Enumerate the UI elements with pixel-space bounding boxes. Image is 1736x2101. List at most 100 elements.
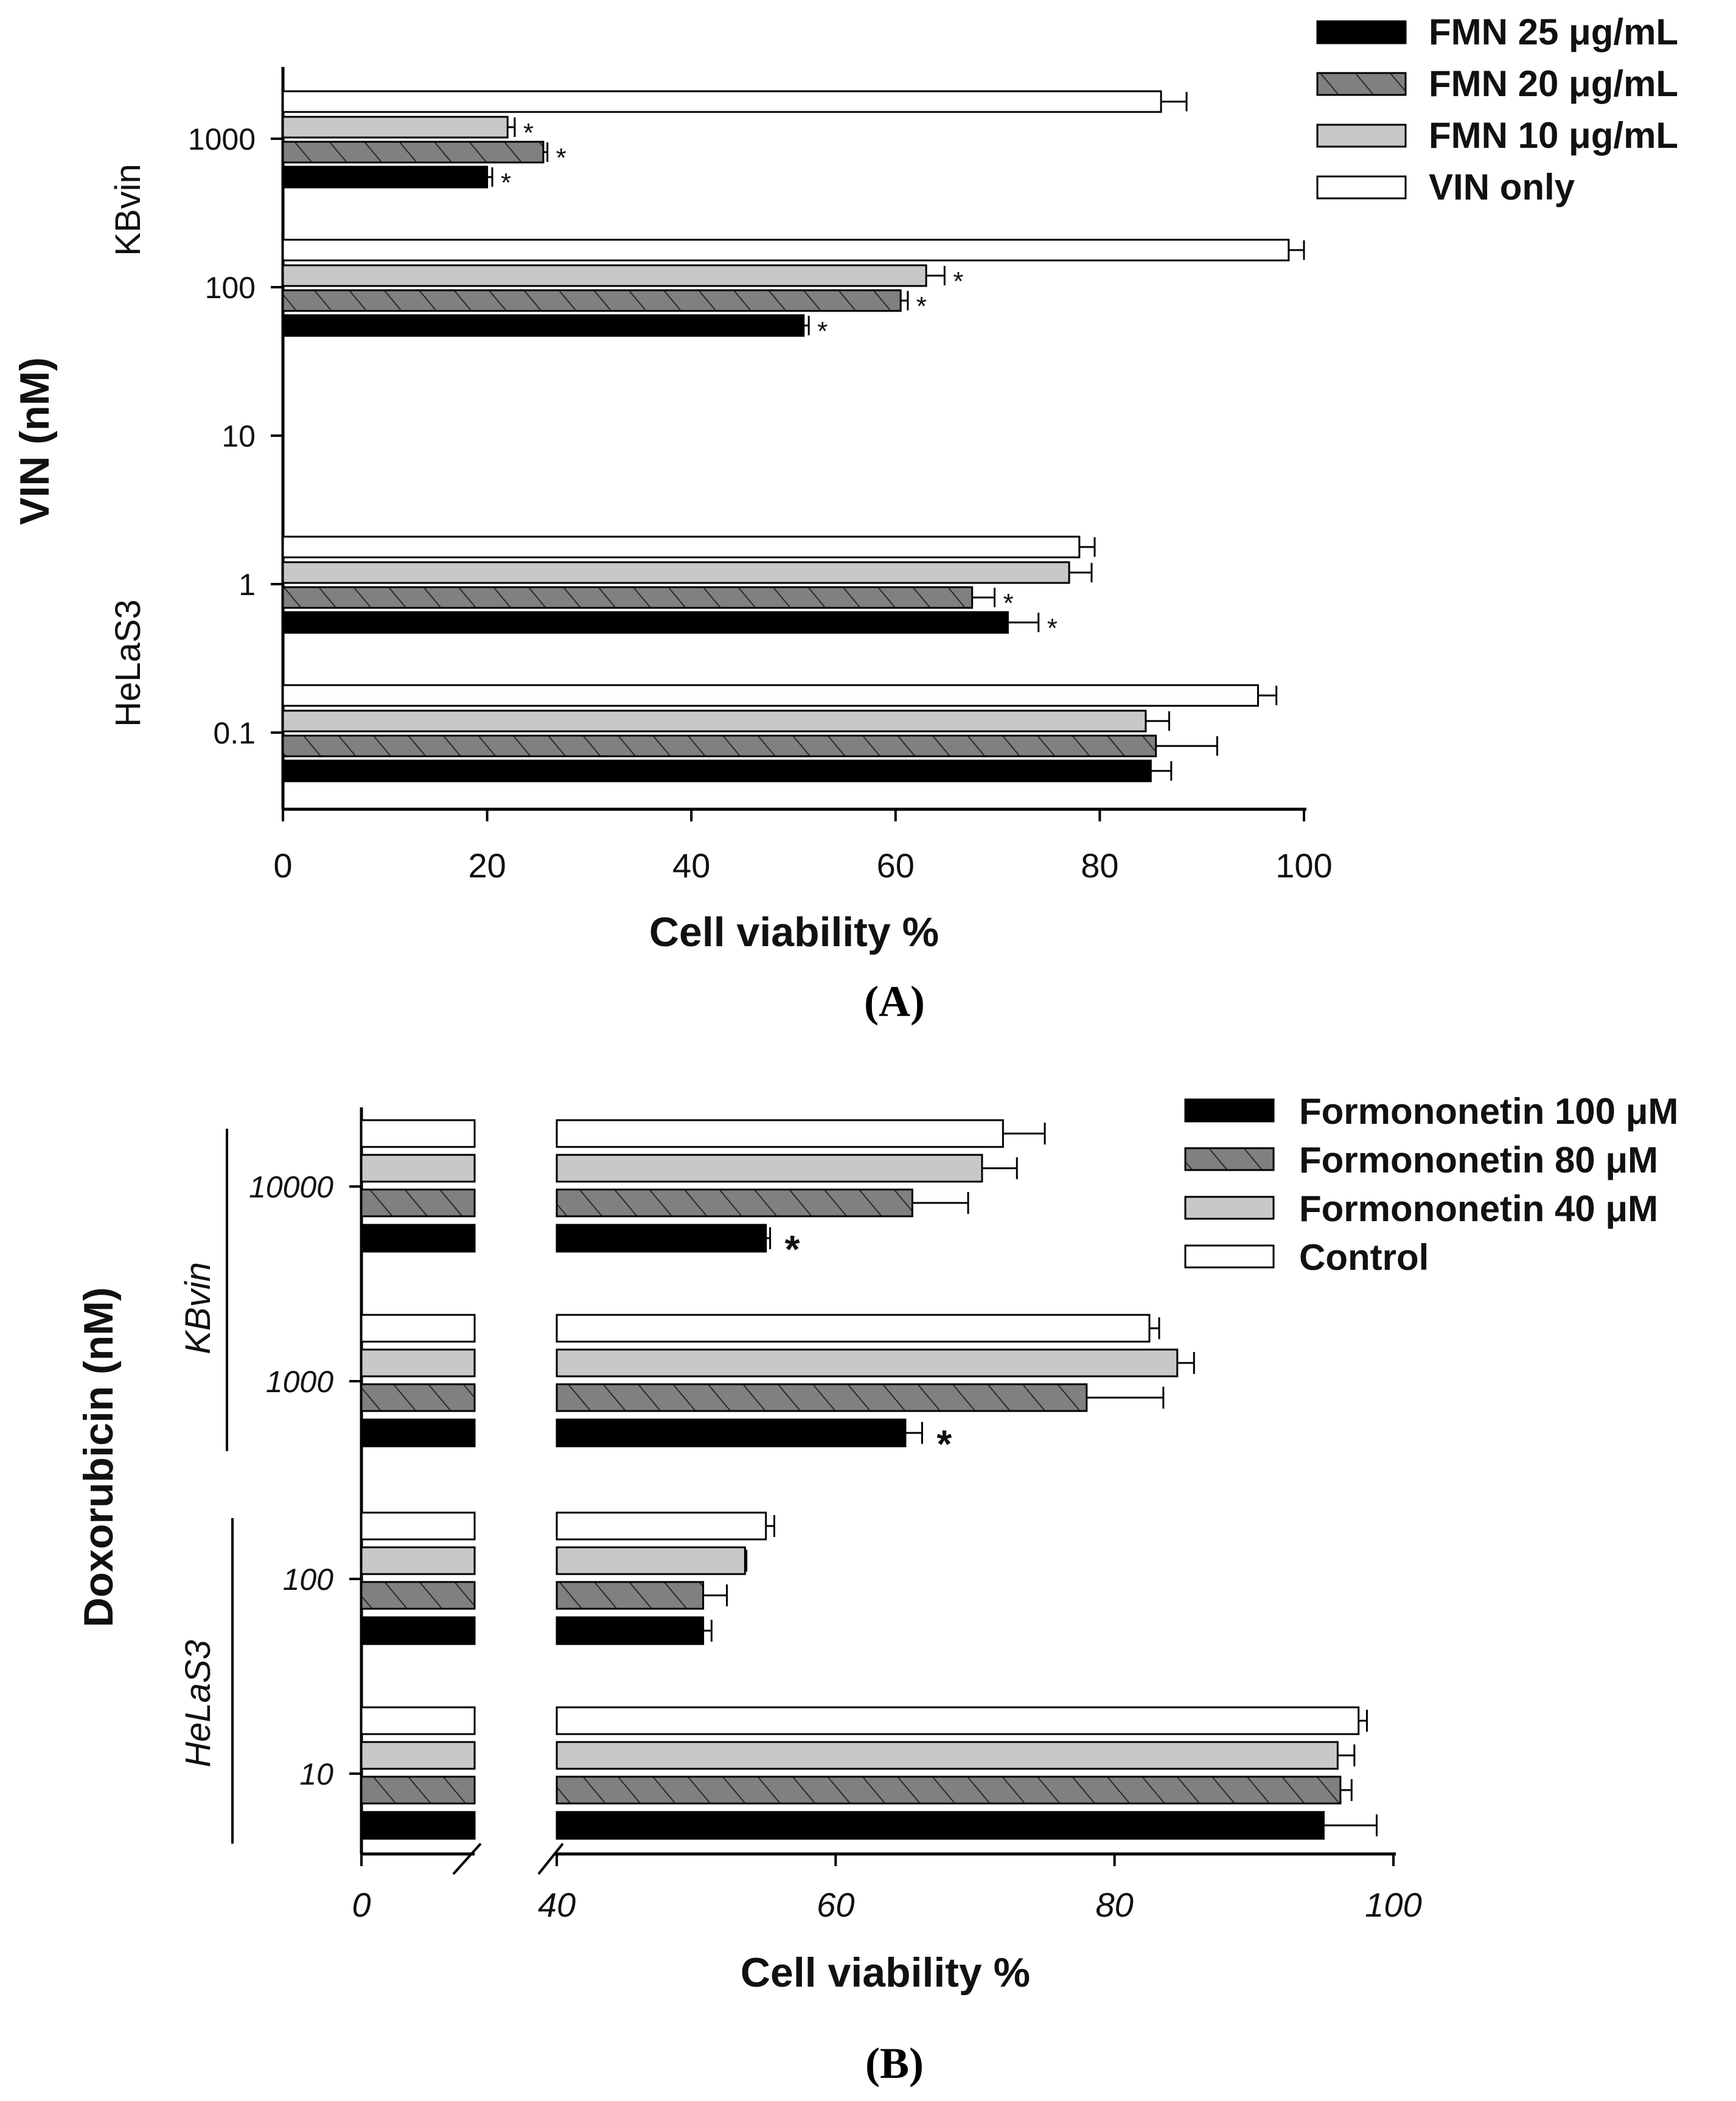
- panel-a-bar-fmn-25-g-ml: [282, 611, 1009, 634]
- panel-a-bar-fmn-20-g-ml: [282, 289, 902, 312]
- panel-b-y-tick-label: 10000: [249, 1170, 333, 1204]
- panel-b-axis-break-mark: [452, 1842, 482, 1875]
- panel-b-bar-stub-formononetin-80-m: [360, 1188, 476, 1218]
- panel-a-significance-star: *: [953, 267, 963, 296]
- panel-a-x-tick-label: 0: [273, 846, 292, 885]
- panel-b-bar-stub-control: [360, 1314, 476, 1343]
- panel-a-group-helas3: HeLaS3: [108, 599, 148, 727]
- panel-b-bar-formononetin-80-m: [556, 1383, 1088, 1412]
- panel-b-x-tick-label: 80: [1096, 1886, 1134, 1924]
- panel-a-significance-star: *: [501, 168, 511, 198]
- panel-a-bar-fmn-25-g-ml: [282, 314, 805, 337]
- panel-a-legend-swatch: [1316, 124, 1407, 148]
- panel-a-x-tick-label: 60: [877, 846, 915, 885]
- panel-b-bar-control: [556, 1706, 1360, 1735]
- panel-a-bar-fmn-10-g-ml: [282, 264, 927, 287]
- panel-b-bar-stub-formononetin-80-m: [360, 1383, 476, 1412]
- panel-b-bar-stub-formononetin-40-m: [360, 1741, 476, 1770]
- panel-a-y-axis-title: VIN (nM): [12, 357, 58, 525]
- panel-b-bar-stub-formononetin-40-m: [360, 1546, 476, 1575]
- panel-b-legend-swatch: [1184, 1244, 1275, 1269]
- panel-b-bar-control: [556, 1119, 1004, 1148]
- panel-b-bar-formononetin-40-m: [556, 1154, 983, 1183]
- panel-b-bar-formononetin-40-m: [556, 1741, 1339, 1770]
- panel-a-y-tick-label: 10: [221, 419, 256, 453]
- panel-b-label: (B): [865, 2039, 924, 2088]
- panel-b-legend-label: Formononetin 100 μM: [1299, 1091, 1678, 1132]
- panel-a-bar-fmn-10-g-ml: [282, 709, 1147, 733]
- panel-a-significance-star: *: [1047, 613, 1058, 643]
- panel-b-y-tick-label: 1000: [266, 1365, 333, 1399]
- panel-a-bar-fmn-10-g-ml: [282, 116, 509, 139]
- panel-a-legend: FMN 25 μg/mL FMN 20 μg/mL FMN 10 μg/mL VIN …: [1316, 12, 1678, 207]
- panel-b-chart: 0 40 60 80 100 10000 1000 100 10 * * Doxorubicin…: [75, 1091, 1678, 2088]
- panel-a-x-tick-label: 40: [672, 846, 710, 885]
- panel-b-bar-stub-formononetin-100-m: [360, 1418, 476, 1448]
- panel-a-bar-fmn-20-g-ml: [282, 141, 545, 164]
- panel-a-bar-vin-only: [282, 90, 1162, 113]
- panel-b-axis-break-mark: [537, 1842, 564, 1875]
- panel-b-bar-stub-control: [360, 1119, 476, 1148]
- panel-a-x-tick-label: 100: [1275, 846, 1332, 885]
- panel-a-legend-swatch: [1316, 72, 1407, 96]
- panel-b-significance-star: *: [785, 1227, 800, 1271]
- panel-b-x-tick-label: 40: [538, 1886, 576, 1924]
- panel-a-significance-star: *: [916, 291, 927, 321]
- panel-b-x-tick-label: 60: [817, 1886, 854, 1924]
- panel-a-label: (A): [864, 977, 925, 1026]
- panel-b-bar-formononetin-40-m: [556, 1348, 1179, 1378]
- panel-b-group-helas3: HeLaS3: [178, 1640, 218, 1768]
- panel-a-x-tick-label: 20: [468, 846, 506, 885]
- panel-a-y-tick-label: 1000: [188, 122, 256, 156]
- panel-b-bar-stub-formononetin-40-m: [360, 1348, 476, 1378]
- panel-b-x-tick-label: 100: [1365, 1886, 1421, 1924]
- panel-b-bar-control: [556, 1314, 1151, 1343]
- panel-b-bar-formononetin-40-m: [556, 1546, 746, 1575]
- panel-b-bar-formononetin-100-m: [556, 1616, 705, 1645]
- panel-a-legend-swatch: [1316, 175, 1407, 200]
- panel-b-x-tick-label: 0: [352, 1886, 371, 1924]
- panel-b-legend-swatch: [1184, 1147, 1275, 1171]
- panel-b-bar-formononetin-100-m: [556, 1224, 767, 1253]
- panel-a-x-axis-title: Cell viability %: [649, 909, 939, 955]
- panel-a-group-kbvin: KBvin: [108, 164, 148, 256]
- panel-b-bar-control: [556, 1511, 767, 1541]
- panel-b-y-axis-title: Doxorubicin (nM): [75, 1287, 122, 1627]
- panel-a-y-tick-label: 1: [239, 568, 256, 602]
- panel-a-bar-fmn-25-g-ml: [282, 166, 489, 189]
- panel-b-y-tick-label: 10: [299, 1757, 333, 1791]
- panel-a-bar-vin-only: [282, 684, 1259, 707]
- panel-a-bar-vin-only: [282, 535, 1081, 559]
- panel-b-bar-stub-formononetin-100-m: [360, 1811, 476, 1840]
- panel-a-significance-star: *: [556, 143, 566, 173]
- panel-b-bar-formononetin-80-m: [556, 1188, 913, 1218]
- panel-b-legend: Formononetin 100 μM Formononetin 80 μM For…: [1184, 1091, 1678, 1278]
- panel-a-legend-label: FMN 10 μg/mL: [1429, 115, 1678, 156]
- panel-a-y-tick-label: 0.1: [213, 716, 256, 750]
- panel-b-legend-label: Formononetin 80 μM: [1299, 1140, 1658, 1180]
- panel-a-legend-swatch: [1316, 20, 1407, 44]
- panel-b-bar-formononetin-100-m: [556, 1418, 907, 1448]
- panel-a-significance-star: *: [817, 316, 828, 346]
- panel-b-legend-swatch: [1184, 1196, 1275, 1220]
- panel-a-legend-label: VIN only: [1429, 167, 1575, 207]
- panel-a-legend-label: FMN 25 μg/mL: [1429, 12, 1678, 52]
- panel-a-bar-fmn-20-g-ml: [282, 734, 1157, 758]
- panel-a-chart: 0 20 40 60 80 100 1000 100 10 1 0.1 * * * * * * * * VIN …: [12, 12, 1678, 1026]
- panel-a-bar-fmn-20-g-ml: [282, 586, 974, 609]
- panel-b-significance-star: *: [936, 1422, 952, 1466]
- panel-a-bar-fmn-25-g-ml: [282, 759, 1152, 782]
- panel-b-y-tick-label: 100: [283, 1563, 334, 1597]
- panel-a-significance-star: *: [1003, 588, 1014, 618]
- panel-b-legend-label: Control: [1299, 1237, 1429, 1278]
- panel-b-legend-swatch: [1184, 1098, 1275, 1123]
- panel-b-bar-formononetin-100-m: [556, 1811, 1325, 1840]
- panel-a-bar-fmn-10-g-ml: [282, 561, 1070, 584]
- panel-b-legend-label: Formononetin 40 μM: [1299, 1188, 1658, 1229]
- panel-b-bar-stub-formononetin-100-m: [360, 1616, 476, 1645]
- panel-a-x-tick-label: 80: [1081, 846, 1118, 885]
- panel-b-bar-formononetin-80-m: [556, 1775, 1342, 1805]
- panel-b-bar-formononetin-80-m: [556, 1581, 705, 1610]
- panel-b-bar-stub-control: [360, 1706, 476, 1735]
